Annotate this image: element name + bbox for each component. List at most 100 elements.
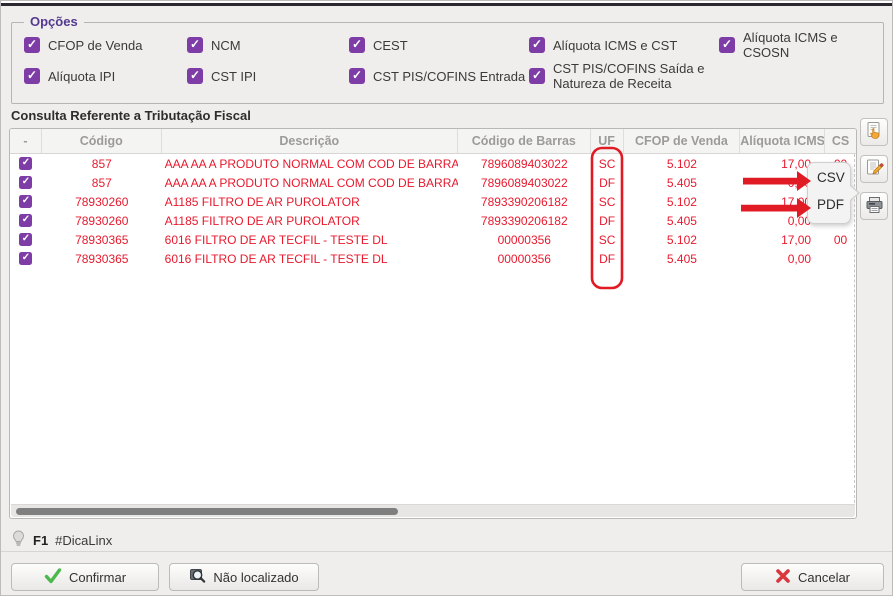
cell-codigo: 78930365	[75, 251, 129, 266]
table-row[interactable]: ✓ 78930260 A1185 FILTRO DE AR PUROLATOR …	[10, 192, 856, 211]
cell-cst: 00	[833, 232, 848, 247]
option-label: Alíquota ICMS e CSOSN	[743, 30, 838, 60]
edit-button[interactable]	[860, 155, 888, 183]
row-checkbox[interactable]: ✓	[19, 214, 33, 227]
option-label: CST PIS/COFINS Saída e Natureza de Recei…	[553, 61, 705, 91]
section-title: Consulta Referente a Tributação Fiscal	[11, 108, 251, 123]
cell-codigo-de-barras: 7893390206182	[480, 213, 568, 228]
not-found-button[interactable]: Não localizado	[169, 563, 319, 591]
checkbox[interactable]: ✓	[24, 37, 40, 53]
side-toolbar	[860, 118, 888, 220]
hand-select-icon	[865, 121, 884, 143]
cell-descricao: 6016 FILTRO DE AR TECFIL - TESTE DL	[164, 251, 388, 266]
table-row[interactable]: ✓ 857 AAA AA A PRODUTO NORMAL COM COD DE…	[10, 173, 856, 192]
cell-cfop: 5.102	[666, 194, 697, 209]
cell-aliquota-icms: 17,00	[781, 232, 812, 247]
option-checkbox-item[interactable]: ✓ CEST	[349, 36, 529, 54]
cell-uf: SC	[598, 156, 616, 171]
row-checkbox[interactable]: ✓	[19, 233, 33, 246]
option-label: CEST	[373, 37, 408, 53]
bulb-icon	[11, 530, 26, 550]
cell-codigo: 857	[91, 156, 112, 171]
options-grid: ✓ CFOP de Venda ✓ NCM ✓ CEST ✓ Alíquota …	[24, 30, 877, 91]
option-checkbox-item[interactable]: ✓ CFOP de Venda	[24, 36, 187, 54]
checkbox[interactable]: ✓	[719, 37, 735, 53]
cell-cfop: 5.102	[666, 156, 697, 171]
table-header-row: - Código Descrição Código de Barras UF C…	[10, 129, 856, 154]
header-select[interactable]: -	[10, 129, 42, 153]
cell-descricao: A1185 FILTRO DE AR PUROLATOR	[164, 213, 360, 228]
cell-codigo-de-barras: 00000356	[497, 251, 551, 266]
checkbox[interactable]: ✓	[24, 68, 40, 84]
not-found-label: Não localizado	[213, 569, 299, 585]
row-checkbox[interactable]: ✓	[19, 157, 33, 170]
header-codigo[interactable]: Código	[42, 129, 162, 153]
edit-icon	[865, 158, 884, 180]
cell-cfop: 5.405	[666, 175, 697, 190]
pick-column-button[interactable]	[860, 118, 888, 146]
cell-uf: DF	[599, 213, 616, 228]
option-label: CFOP de Venda	[48, 37, 143, 53]
header-aliquota-icms[interactable]: Alíquota ICMS	[740, 129, 826, 153]
cell-cfop: 5.102	[666, 232, 697, 247]
confirm-label: Confirmar	[68, 569, 127, 585]
option-label: Alíquota IPI	[48, 68, 116, 84]
cell-descricao: AAA AA A PRODUTO NORMAL COM COD DE BARRA…	[164, 175, 458, 190]
checkbox[interactable]: ✓	[187, 68, 203, 84]
option-label: Alíquota ICMS e CST	[553, 37, 678, 53]
check-icon	[44, 567, 62, 587]
horizontal-scrollbar-thumb[interactable]	[16, 508, 398, 515]
footer-divider	[1, 551, 892, 552]
confirm-button[interactable]: Confirmar	[11, 563, 159, 591]
cell-codigo-de-barras: 00000356	[497, 232, 551, 247]
header-codigo-de-barras[interactable]: Código de Barras	[458, 129, 591, 153]
option-checkbox-item[interactable]: ✓ CST PIS/COFINS Saída e Natureza de Rec…	[529, 61, 719, 91]
header-cfop-de-venda[interactable]: CFOP de Venda	[624, 129, 741, 153]
cell-codigo: 78930260	[75, 194, 129, 209]
option-checkbox-item[interactable]: ✓ CST IPI	[187, 67, 349, 85]
checkbox[interactable]: ✓	[529, 37, 545, 53]
print-icon	[865, 196, 884, 217]
checkbox[interactable]: ✓	[529, 68, 545, 84]
cancel-button[interactable]: Cancelar	[741, 563, 884, 591]
option-checkbox-item[interactable]: ✓ NCM	[187, 36, 349, 54]
dicalinx-label: #DicaLinx	[55, 532, 113, 548]
header-cst[interactable]: CS	[831, 134, 850, 148]
row-checkbox[interactable]: ✓	[19, 195, 33, 208]
option-checkbox-item[interactable]: ✓ Alíquota IPI	[24, 67, 187, 85]
checkbox[interactable]: ✓	[187, 37, 203, 53]
statusbar: F1 #DicaLinx	[11, 530, 112, 550]
cell-codigo-de-barras: 7896089403022	[480, 156, 568, 171]
table-body: ✓ 857 AAA AA A PRODUTO NORMAL COM COD DE…	[10, 154, 856, 268]
cell-codigo-de-barras: 7893390206182	[480, 194, 568, 209]
cancel-label: Cancelar	[797, 569, 851, 585]
option-checkbox-item[interactable]: ✓ Alíquota ICMS e CSOSN	[719, 30, 877, 60]
cancel-x-icon	[775, 568, 791, 587]
cell-uf: SC	[598, 232, 616, 247]
header-descricao[interactable]: Descrição	[162, 129, 458, 153]
vertical-scroll-track	[854, 154, 855, 503]
option-checkbox-item[interactable]: ✓ CST PIS/COFINS Entrada	[349, 67, 529, 85]
horizontal-scrollbar[interactable]	[11, 504, 855, 517]
cell-codigo: 78930365	[75, 232, 129, 247]
options-group-title: Opções	[24, 14, 84, 29]
options-groupbox: Opções ✓ CFOP de Venda ✓ NCM ✓ CEST ✓ Al…	[11, 14, 884, 104]
cell-descricao: 6016 FILTRO DE AR TECFIL - TESTE DL	[164, 232, 388, 247]
top-accent-bar	[1, 3, 892, 6]
table-row[interactable]: ✓ 78930365 6016 FILTRO DE AR TECFIL - TE…	[10, 249, 856, 268]
row-checkbox[interactable]: ✓	[19, 176, 33, 189]
row-checkbox[interactable]: ✓	[19, 252, 33, 265]
cell-cfop: 5.405	[666, 251, 697, 266]
option-checkbox-item[interactable]: ✓ Alíquota ICMS e CST	[529, 36, 719, 54]
export-menu-item-pdf[interactable]: PDF	[817, 197, 844, 212]
checkbox[interactable]: ✓	[349, 68, 365, 84]
table-row[interactable]: ✓ 857 AAA AA A PRODUTO NORMAL COM COD DE…	[10, 154, 856, 173]
export-menu-item-csv[interactable]: CSV	[817, 170, 845, 185]
print-button[interactable]	[860, 192, 888, 220]
table-row[interactable]: ✓ 78930365 6016 FILTRO DE AR TECFIL - TE…	[10, 230, 856, 249]
header-uf[interactable]: UF	[591, 129, 624, 153]
export-menu: CSV PDF	[807, 162, 860, 224]
table-row[interactable]: ✓ 78930260 A1185 FILTRO DE AR PUROLATOR …	[10, 211, 856, 230]
checkbox[interactable]: ✓	[349, 37, 365, 53]
